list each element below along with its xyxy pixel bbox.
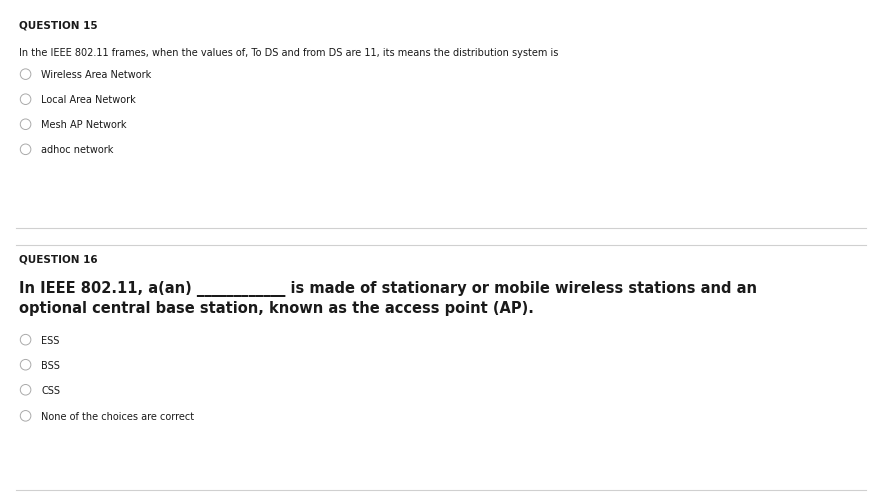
Text: QUESTION 16: QUESTION 16 [19,254,98,264]
Text: In IEEE 802.11, a(an) ____________ is made of stationary or mobile wireless stat: In IEEE 802.11, a(an) ____________ is ma… [19,281,758,316]
Text: BSS: BSS [41,361,60,371]
Text: None of the choices are correct: None of the choices are correct [41,412,195,422]
Text: QUESTION 15: QUESTION 15 [19,20,98,30]
Text: CSS: CSS [41,386,61,396]
Text: In the IEEE 802.11 frames, when the values of, To DS and from DS are 11, its mea: In the IEEE 802.11 frames, when the valu… [19,48,559,58]
Text: Local Area Network: Local Area Network [41,95,136,105]
Text: adhoc network: adhoc network [41,145,114,155]
Text: ESS: ESS [41,336,60,346]
Text: Mesh AP Network: Mesh AP Network [41,120,127,130]
Text: Wireless Area Network: Wireless Area Network [41,70,152,80]
